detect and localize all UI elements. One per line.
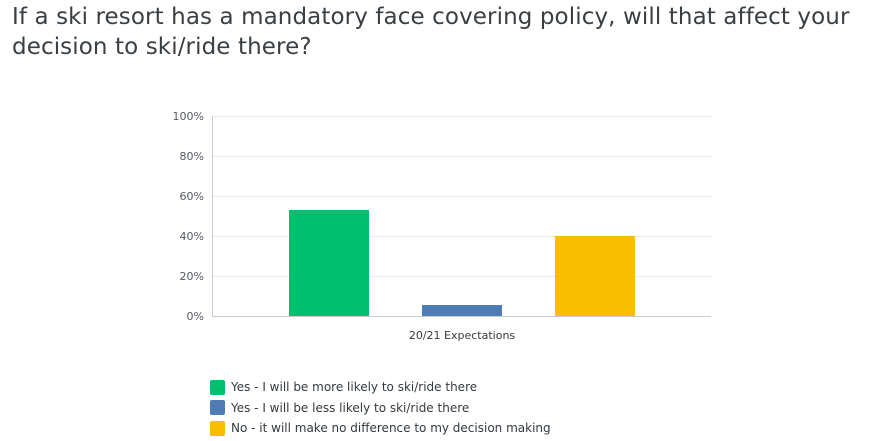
y-tick-label: 60% <box>180 190 204 203</box>
y-axis-ticks: 0% 20% 40% 60% 80% 100% <box>173 110 204 323</box>
y-tick-label: 20% <box>180 270 204 283</box>
y-tick-label: 0% <box>187 310 204 323</box>
legend-item: Yes - I will be more likely to ski/ride … <box>210 377 551 398</box>
legend-label: Yes - I will be more likely to ski/ride … <box>231 380 478 395</box>
legend-item: No - it will make no difference to my de… <box>210 418 551 439</box>
legend-swatch <box>210 400 225 416</box>
y-tick-label: 100% <box>173 110 204 123</box>
legend-item: Yes - I will be less likely to ski/ride … <box>210 398 551 419</box>
x-category-label: 20/21 Expectations <box>409 329 516 342</box>
legend-label: Yes - I will be less likely to ski/ride … <box>231 400 470 415</box>
bar <box>555 236 635 316</box>
legend-swatch <box>210 420 225 436</box>
y-tick-label: 80% <box>180 150 204 163</box>
question-title: If a ski resort has a mandatory face cov… <box>12 4 850 60</box>
gridlines <box>212 116 711 277</box>
legend-label: No - it will make no difference to my de… <box>231 421 551 436</box>
legend: Yes - I will be more likely to ski/ride … <box>210 377 551 439</box>
bar <box>289 210 369 316</box>
legend-swatch <box>210 379 225 395</box>
bar <box>422 305 502 316</box>
bars <box>289 210 635 316</box>
y-tick-label: 40% <box>180 230 204 243</box>
